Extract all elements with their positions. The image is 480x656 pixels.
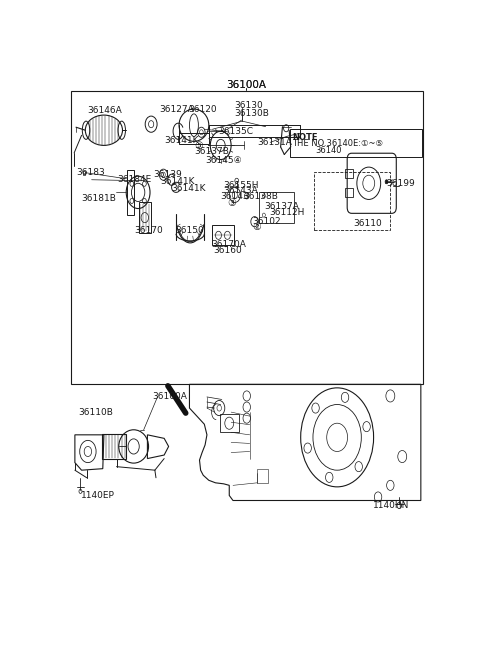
Text: 36150: 36150	[175, 226, 204, 235]
Bar	[102, 434, 126, 459]
Text: 36146A: 36146A	[87, 106, 122, 115]
Bar	[179, 133, 209, 144]
Text: 36141K: 36141K	[160, 176, 195, 186]
Text: ③: ③	[228, 198, 236, 208]
Text: 36102: 36102	[252, 216, 281, 226]
Bar	[314, 172, 390, 230]
Bar	[139, 203, 151, 233]
Text: 36130B: 36130B	[234, 109, 269, 117]
Text: 36170A: 36170A	[212, 240, 247, 249]
Text: NOTE: NOTE	[292, 133, 318, 142]
Text: THE NO.36140E:①~⑤: THE NO.36140E:①~⑤	[292, 139, 384, 148]
Text: 36170: 36170	[134, 226, 163, 235]
Circle shape	[385, 180, 388, 184]
Text: 36143: 36143	[221, 192, 249, 201]
Text: 36100A: 36100A	[226, 80, 266, 90]
Text: 1140EP: 1140EP	[81, 491, 114, 500]
Text: 36131A: 36131A	[257, 138, 292, 147]
Text: 36135C: 36135C	[218, 127, 253, 136]
Bar	[220, 414, 239, 432]
Text: 36112H: 36112H	[269, 207, 304, 216]
Text: 36110B: 36110B	[78, 407, 113, 417]
Bar	[259, 192, 294, 222]
Bar	[345, 188, 353, 197]
Text: 36184E: 36184E	[118, 175, 152, 184]
Text: 36127A: 36127A	[160, 104, 194, 113]
Text: 36181B: 36181B	[82, 194, 117, 203]
Text: 36100A: 36100A	[226, 80, 266, 90]
Bar	[127, 170, 133, 215]
Text: 36100A: 36100A	[152, 392, 187, 401]
Text: 36143A: 36143A	[224, 186, 258, 195]
Text: 36140: 36140	[315, 146, 342, 155]
Text: 36138B: 36138B	[243, 192, 278, 201]
Text: 36199: 36199	[386, 179, 415, 188]
Text: 36110: 36110	[353, 218, 382, 228]
Bar	[257, 468, 268, 483]
Text: 36155H: 36155H	[224, 181, 259, 190]
Text: 36137A: 36137A	[264, 201, 299, 211]
Text: 36141K: 36141K	[171, 184, 205, 194]
Text: 1140HN: 1140HN	[372, 501, 409, 510]
Text: ②: ②	[252, 222, 262, 232]
Text: 36130: 36130	[234, 101, 263, 110]
Bar	[71, 91, 423, 384]
Text: 36139: 36139	[153, 170, 182, 179]
Text: 36141K: 36141K	[164, 136, 199, 145]
Bar	[290, 129, 421, 157]
Text: 36137B: 36137B	[195, 148, 229, 157]
Text: 36120: 36120	[188, 104, 217, 113]
Text: 36160: 36160	[213, 246, 242, 255]
Text: ⑤: ⑤	[194, 142, 203, 152]
Text: 36145④: 36145④	[205, 156, 242, 165]
Bar	[345, 169, 353, 178]
Bar	[83, 171, 85, 174]
Text: 36183: 36183	[77, 168, 106, 177]
Bar	[212, 225, 234, 245]
